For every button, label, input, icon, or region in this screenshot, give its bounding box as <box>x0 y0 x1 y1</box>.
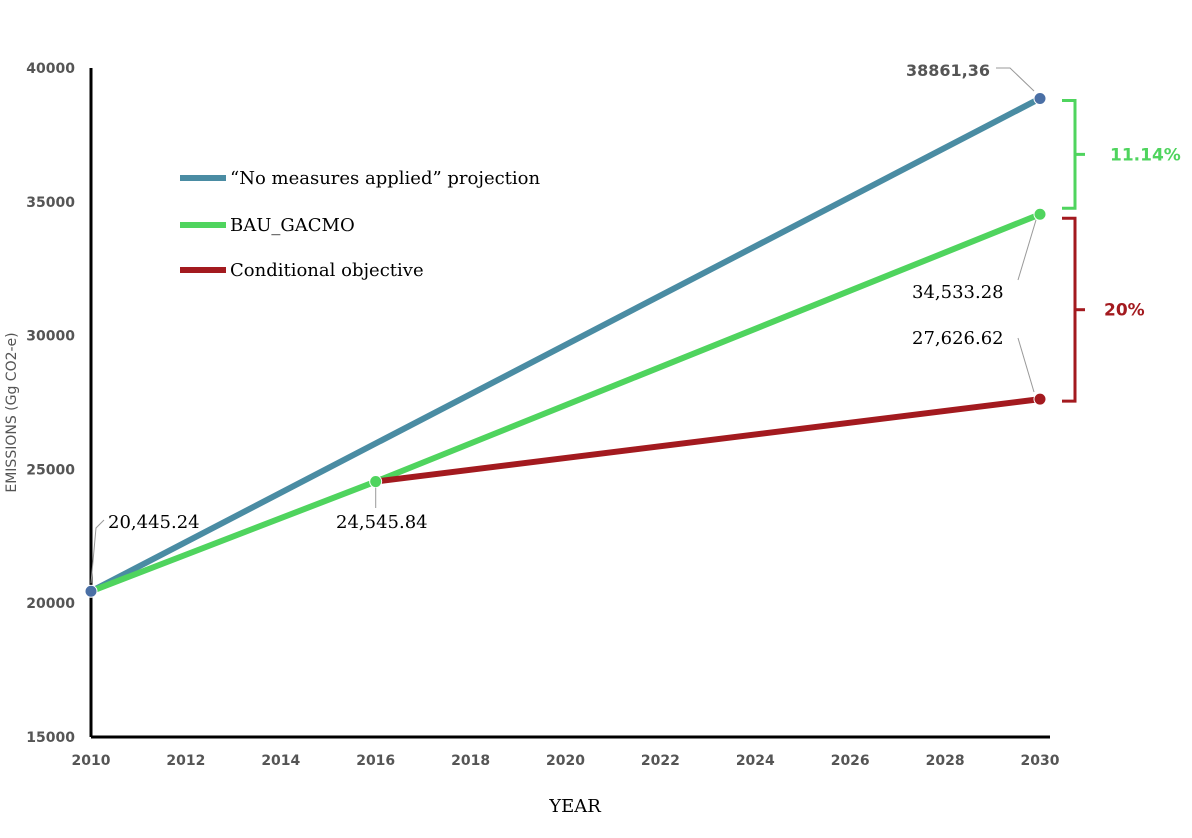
data-label: 27,626.62 <box>912 328 1004 349</box>
data-point <box>1033 392 1047 406</box>
x-tick-label: 2024 <box>736 753 775 769</box>
data-labels: 20,445.24 24,545.84 38861,36 34,533.28 27,62… <box>90 61 1037 584</box>
bracket <box>1062 216 1077 403</box>
data-points <box>84 91 1047 598</box>
legend: “No measures applied” projection BAU_GACM… <box>180 168 541 281</box>
y-tick-label: 20000 <box>26 596 75 612</box>
data-point <box>84 584 98 598</box>
legend-entry: Conditional objective <box>230 260 424 281</box>
y-tick-label: 30000 <box>26 329 75 345</box>
x-tick-label: 2028 <box>926 753 965 769</box>
x-tick-label: 2020 <box>546 753 585 769</box>
leader-line <box>90 519 105 584</box>
data-point <box>1033 207 1047 221</box>
x-tick-label: 2022 <box>641 753 680 769</box>
series-line <box>88 95 1043 595</box>
bracket <box>1062 98 1077 210</box>
series-line <box>372 396 1043 485</box>
annotation-label: 20% <box>1104 301 1145 321</box>
x-tick-label: 2026 <box>831 753 870 769</box>
data-label: 38861,36 <box>906 61 990 80</box>
y-tick-label: 35000 <box>26 195 75 211</box>
x-tick-label: 2016 <box>356 753 395 769</box>
leader-line <box>996 67 1035 92</box>
x-tick-label: 2010 <box>72 753 111 769</box>
legend-entry: BAU_GACMO <box>230 215 355 236</box>
y-axis-title: EMISSIONS (Gg CO2-e) <box>4 332 20 492</box>
leader-line <box>1017 337 1035 393</box>
axes: 15000 20000 25000 30000 35000 40000 2010 2012 20… <box>4 61 1060 817</box>
annotation-brackets: 11.14% 20% <box>1062 98 1181 403</box>
data-label: 34,533.28 <box>912 282 1004 303</box>
x-tick-label: 2012 <box>166 753 205 769</box>
y-tick-label: 15000 <box>26 730 75 746</box>
data-label: 20,445.24 <box>108 512 200 533</box>
x-tick-label: 2018 <box>451 753 490 769</box>
data-point <box>1033 91 1047 105</box>
x-axis-title: YEAR <box>548 796 601 817</box>
data-point <box>369 475 383 489</box>
y-tick-label: 25000 <box>26 462 75 478</box>
x-tick-label: 2014 <box>261 753 300 769</box>
x-tick-label: 2030 <box>1021 753 1060 769</box>
y-tick-label: 40000 <box>26 61 75 77</box>
annotation-label: 11.14% <box>1110 145 1181 165</box>
legend-entry: “No measures applied” projection <box>230 168 541 189</box>
data-label: 24,545.84 <box>336 512 428 533</box>
leader-line <box>1017 219 1037 281</box>
